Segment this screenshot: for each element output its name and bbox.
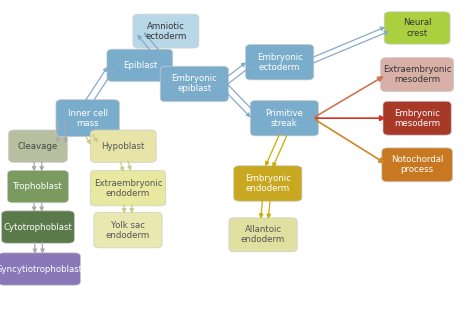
FancyBboxPatch shape (0, 253, 81, 285)
Text: Extraembryonic
endoderm: Extraembryonic endoderm (94, 179, 162, 198)
FancyBboxPatch shape (94, 212, 162, 248)
FancyBboxPatch shape (382, 148, 452, 182)
Text: Cytotrophoblast: Cytotrophoblast (3, 223, 73, 231)
Text: Hypoblast: Hypoblast (101, 142, 145, 151)
Text: Embryonic
epiblast: Embryonic epiblast (172, 74, 217, 94)
Text: Embryonic
mesoderm: Embryonic mesoderm (394, 109, 440, 128)
Text: Amniotic
ectoderm: Amniotic ectoderm (145, 21, 187, 41)
FancyBboxPatch shape (1, 211, 74, 243)
FancyBboxPatch shape (8, 170, 69, 203)
FancyBboxPatch shape (56, 100, 119, 137)
Text: Inner cell
mass: Inner cell mass (68, 109, 108, 128)
Text: Neural
crest: Neural crest (403, 18, 431, 38)
FancyBboxPatch shape (383, 101, 451, 135)
FancyBboxPatch shape (229, 218, 297, 252)
Text: Extraembryonic
mesoderm: Extraembryonic mesoderm (383, 65, 451, 84)
Text: Notochordal
process: Notochordal process (391, 155, 443, 174)
FancyBboxPatch shape (381, 58, 454, 91)
FancyBboxPatch shape (107, 49, 173, 81)
FancyBboxPatch shape (160, 66, 228, 102)
Text: Epiblast: Epiblast (123, 61, 157, 70)
Text: Embryonic
ectoderm: Embryonic ectoderm (257, 53, 302, 72)
Text: Trophoblast: Trophoblast (13, 182, 63, 191)
FancyBboxPatch shape (9, 130, 67, 162)
FancyBboxPatch shape (250, 100, 319, 136)
FancyBboxPatch shape (133, 14, 199, 48)
Text: Yolk sac
endoderm: Yolk sac endoderm (106, 220, 150, 240)
Text: Embryonic
endoderm: Embryonic endoderm (245, 174, 291, 193)
FancyBboxPatch shape (246, 44, 314, 80)
FancyBboxPatch shape (384, 12, 450, 44)
Text: Primitive
streak: Primitive streak (265, 109, 303, 128)
FancyBboxPatch shape (90, 170, 166, 206)
Text: Cleavage: Cleavage (18, 142, 58, 151)
Text: Syncytiotrophoblast: Syncytiotrophoblast (0, 265, 82, 273)
FancyBboxPatch shape (90, 130, 156, 162)
FancyBboxPatch shape (234, 166, 302, 201)
Text: Allantoic
endoderm: Allantoic endoderm (241, 225, 285, 244)
